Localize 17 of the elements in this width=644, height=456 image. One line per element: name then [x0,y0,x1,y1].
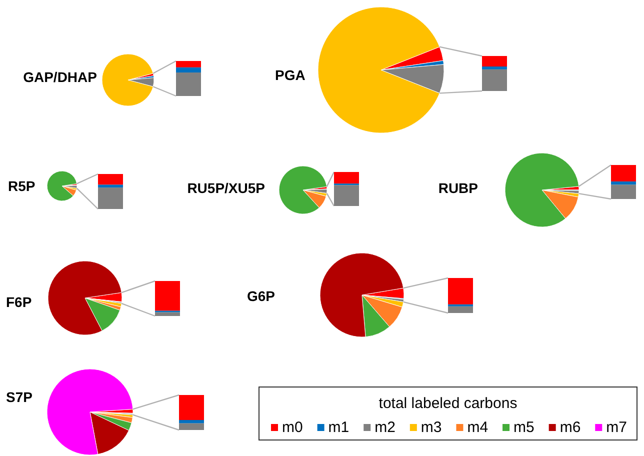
text: S7P [6,389,32,405]
legend-label: m6 [560,419,581,436]
legend-label: m3 [420,419,442,436]
text: G6P [247,288,276,304]
text: PGA [275,67,306,83]
legend-label: m7 [606,419,627,436]
text: F6P [6,294,32,310]
text: RUBP [438,180,478,196]
legend-title: total labeled carbons [378,395,518,412]
legend-label: m0 [282,419,303,436]
text: RU5P/XU5P [187,180,265,196]
legend-label: m4 [467,419,488,436]
legend-label: m2 [374,419,396,436]
legend-label: m5 [514,419,534,436]
text: R5P [8,178,36,194]
text: GAP/DHAP [23,69,97,85]
legend-label: m1 [328,419,350,436]
